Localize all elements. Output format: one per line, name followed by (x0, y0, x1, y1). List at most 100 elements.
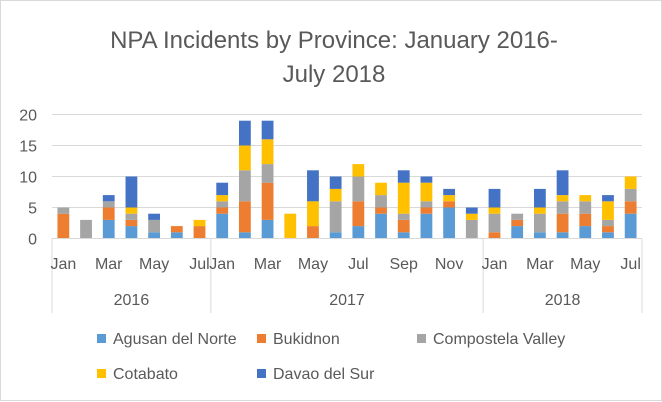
x-tick-label: May (298, 256, 328, 273)
bar-segment (352, 201, 365, 227)
bar-segment (579, 226, 592, 239)
bar-segment (102, 201, 115, 208)
x-tick-label: Nov (435, 256, 463, 273)
x-tick-label: Jan (209, 256, 235, 273)
y-tick-label: 10 (19, 170, 37, 187)
bar-segment (170, 226, 183, 233)
bar-segment (102, 207, 115, 220)
legend-swatch (257, 334, 266, 343)
bar-segment (329, 188, 342, 202)
bar-segment (488, 207, 501, 214)
bar-segment (352, 176, 365, 202)
x-axis-month-labels: Jan Mar May Jul Jan Mar May Jul Sep Nov Jan Mar May J… (50, 256, 640, 273)
legend-label: Bukidnon (273, 331, 340, 348)
bar-segment (556, 232, 569, 239)
bar-segment (238, 145, 251, 171)
bar-segment (307, 170, 319, 202)
bar-segment (284, 213, 297, 239)
chart-title-line-2: July 2018 (283, 61, 386, 88)
bar-segment (57, 207, 70, 214)
legend-swatch (257, 369, 266, 378)
bar-segment (420, 201, 433, 208)
bar-segment (193, 226, 206, 239)
legend-label: Compostela Valley (433, 331, 565, 348)
x-axis (51, 238, 643, 313)
bar-segment (533, 188, 546, 208)
bar-segment (533, 232, 546, 239)
bar-segment (465, 219, 478, 239)
bar-segment (307, 226, 319, 239)
bar-segment (624, 213, 637, 239)
bar-segment (511, 219, 524, 227)
bar-segment (602, 195, 614, 202)
legend-label: Davao del Sur (273, 366, 375, 383)
bar-segment (261, 219, 274, 239)
bar-segment (420, 182, 433, 202)
bar-segment (443, 188, 456, 196)
x-tick-label: Jul (189, 256, 209, 273)
bar-segment (443, 201, 456, 208)
bar-segment (579, 213, 592, 227)
bar-segment (465, 213, 478, 220)
bar-segment (397, 170, 410, 183)
bar-segment (352, 164, 365, 177)
bar-segment (238, 232, 251, 239)
bar-segment (238, 170, 251, 202)
bar-segment (261, 164, 274, 183)
bar-segment (102, 195, 115, 202)
legend: Agusan del Norte Bukidnon Compostela Valle… (97, 331, 565, 383)
bar-segment (420, 207, 433, 214)
gridlines (52, 114, 642, 208)
y-axis-ticks: 0 5 10 15 20 (19, 108, 37, 249)
x-tick-label: Jan (482, 256, 508, 273)
legend-label: Agusan del Norte (113, 331, 237, 348)
bar-segment (397, 182, 410, 214)
y-tick-label: 20 (19, 108, 37, 125)
bar-segment (125, 207, 138, 214)
bar-segment (397, 219, 410, 233)
bar-segment (216, 207, 229, 214)
bar-segment (170, 232, 183, 239)
bar-segment (420, 176, 433, 183)
bar-segment (443, 195, 456, 202)
bar-segment (511, 213, 524, 220)
bar-segment (216, 182, 229, 196)
x-tick-label: Sep (389, 256, 418, 273)
bar-segment (216, 213, 229, 239)
bar-segment (216, 201, 229, 208)
bar-segment (579, 195, 592, 202)
x-tick-label: Jan (50, 256, 76, 273)
bar-segment (261, 139, 274, 165)
bar-segment (624, 188, 637, 202)
bar-segment (511, 226, 524, 239)
bars (57, 120, 637, 239)
year-label: 2018 (545, 292, 581, 309)
bar-segment (465, 207, 478, 214)
bar-segment (488, 188, 501, 208)
x-tick-label: Jul (348, 256, 368, 273)
bar-segment (238, 120, 251, 146)
legend-swatch (417, 334, 426, 343)
y-tick-label: 15 (19, 139, 37, 156)
bar-segment (193, 219, 206, 227)
bar-segment (602, 232, 614, 239)
bar-segment (125, 213, 138, 220)
bar-segment (375, 207, 387, 214)
legend-swatch (97, 369, 106, 378)
bar-segment (488, 213, 501, 233)
bar-segment (329, 176, 342, 189)
legend-swatch (97, 334, 106, 343)
x-tick-label: Mar (526, 256, 554, 273)
year-label: 2016 (114, 292, 150, 309)
bar-segment (397, 232, 410, 239)
bar-segment (125, 176, 138, 208)
bar-segment (352, 226, 365, 239)
bar-segment (420, 213, 433, 239)
y-tick-label: 5 (28, 201, 37, 218)
bar-segment (216, 195, 229, 202)
bar-segment (148, 213, 161, 220)
bar-segment (556, 201, 569, 214)
bar-segment (579, 201, 592, 214)
